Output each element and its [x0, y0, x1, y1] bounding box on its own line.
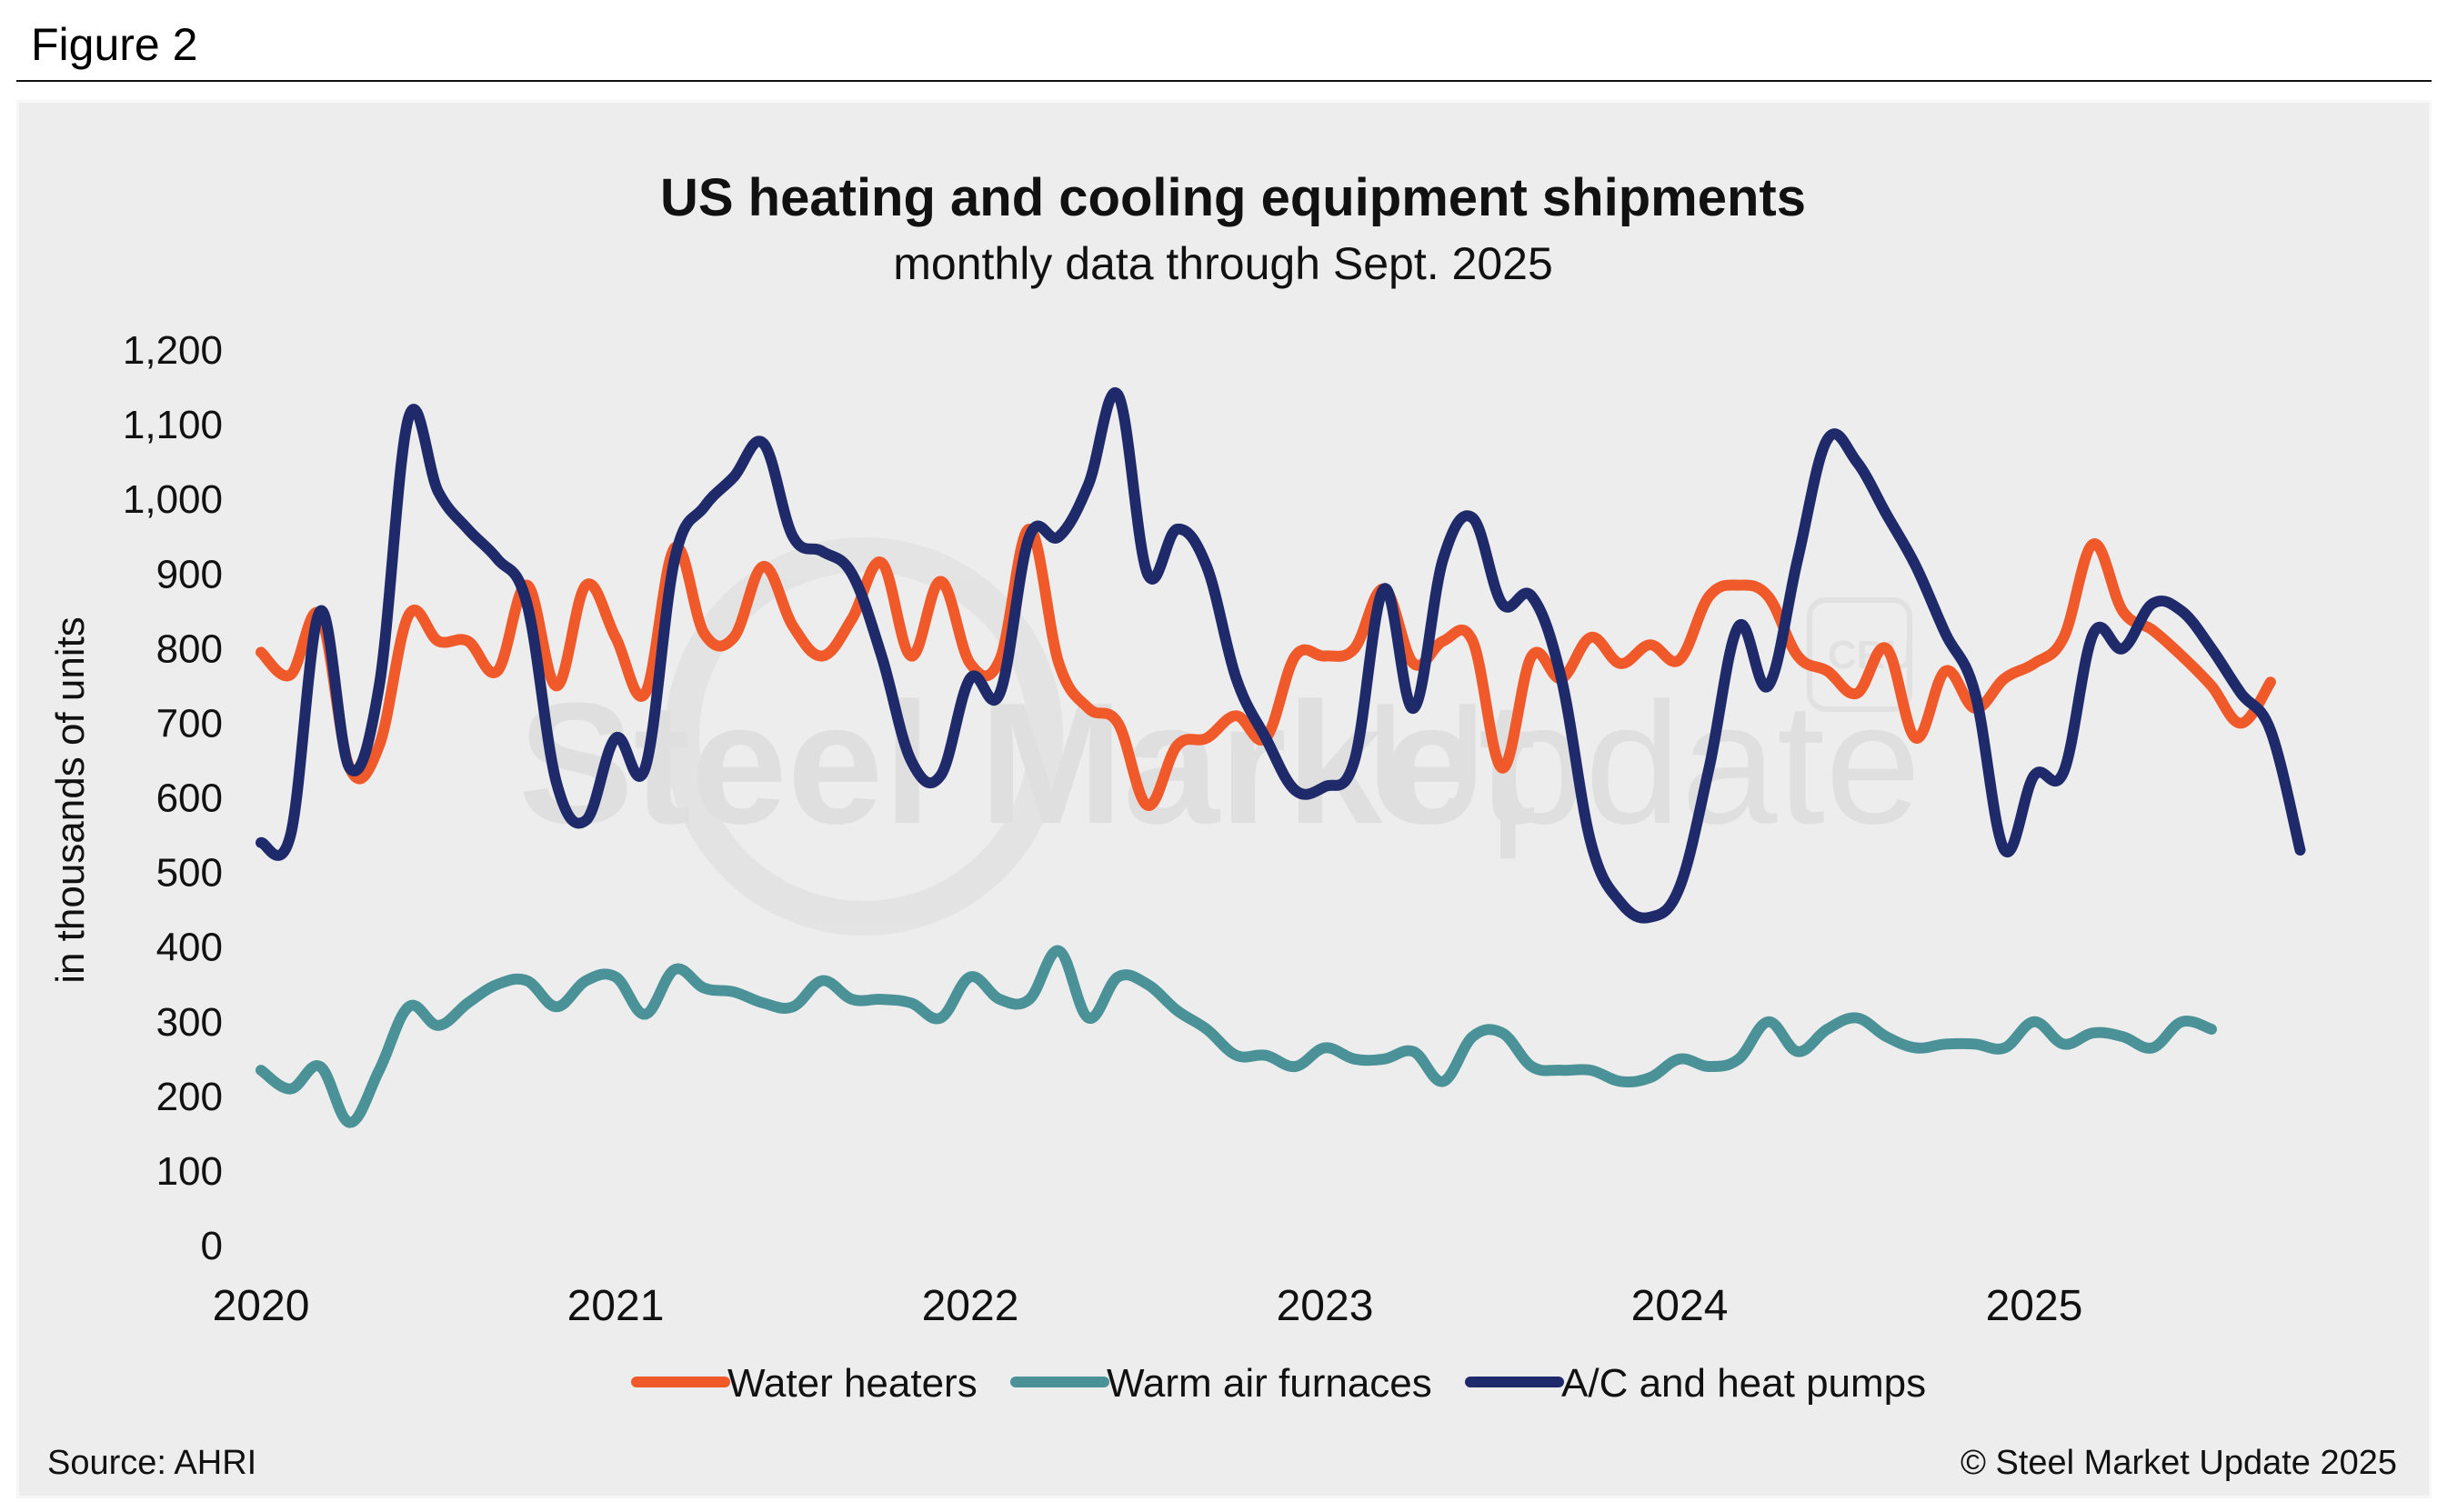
legend-item-ac-heat-pumps: A/C and heat pumps — [1465, 1361, 1926, 1406]
watermark-badge — [1807, 597, 1912, 712]
series-lines — [256, 386, 2306, 1128]
legend-item-warm-air-furnaces: Warm air furnaces — [1010, 1361, 1432, 1406]
figure-label: Figure 2 — [31, 19, 198, 70]
watermark-text-light: Update — [1364, 667, 1921, 860]
y-tick-label: 1,000 — [123, 477, 223, 522]
y-tick-label: 500 — [156, 851, 223, 896]
legend: Water heaters Warm air furnaces A/C and … — [631, 1361, 1926, 1406]
chart-subtitle: monthly data through Sept. 2025 — [893, 238, 1553, 289]
y-tick-label: 0 — [201, 1224, 223, 1268]
legend-label-ac-heat-pumps: A/C and heat pumps — [1561, 1361, 1926, 1406]
y-tick-label: 600 — [156, 776, 223, 821]
chart-title: US heating and cooling equipment shipmen… — [660, 168, 1806, 227]
x-tick-label: 2023 — [1277, 1282, 1374, 1330]
y-tick-label: 900 — [156, 552, 223, 596]
y-tick-label: 400 — [156, 926, 223, 970]
y-axis-ticks: 0 100 200 300 400 500 600 700 800 900 1,000 1,100 1,… — [123, 328, 223, 1268]
watermark-swoosh — [665, 537, 1063, 936]
x-axis-ticks: 2020 2021 2022 2023 2024 2025 — [213, 1282, 2083, 1330]
x-tick-label: 2022 — [922, 1282, 1019, 1330]
series-line-warm-air-furnaces — [256, 945, 2217, 1128]
y-tick-label: 800 — [156, 626, 223, 671]
series-line-ac-heat-pumps — [256, 386, 2306, 924]
y-tick-label: 700 — [156, 701, 223, 746]
legend-label-water-heaters: Water heaters — [727, 1361, 978, 1406]
x-tick-label: 2024 — [1631, 1282, 1729, 1330]
y-axis-label: in thousands of units — [48, 616, 93, 984]
source-note: Source: AHRI — [47, 1444, 256, 1482]
x-tick-label: 2025 — [1986, 1282, 2083, 1330]
legend-item-water-heaters: Water heaters — [631, 1361, 978, 1406]
figure-divider — [16, 80, 2432, 82]
y-tick-label: 300 — [156, 1000, 223, 1045]
x-tick-label: 2020 — [213, 1282, 310, 1330]
copyright-note: © Steel Market Update 2025 — [1961, 1444, 2397, 1482]
y-tick-label: 100 — [156, 1149, 223, 1194]
x-tick-label: 2021 — [567, 1282, 665, 1330]
legend-label-warm-air-furnaces: Warm air furnaces — [1107, 1361, 1432, 1406]
y-tick-label: 1,100 — [123, 403, 223, 447]
series-line-water-heaters — [256, 523, 2276, 811]
y-tick-label: 200 — [156, 1075, 223, 1119]
y-tick-label: 1,200 — [123, 328, 223, 373]
